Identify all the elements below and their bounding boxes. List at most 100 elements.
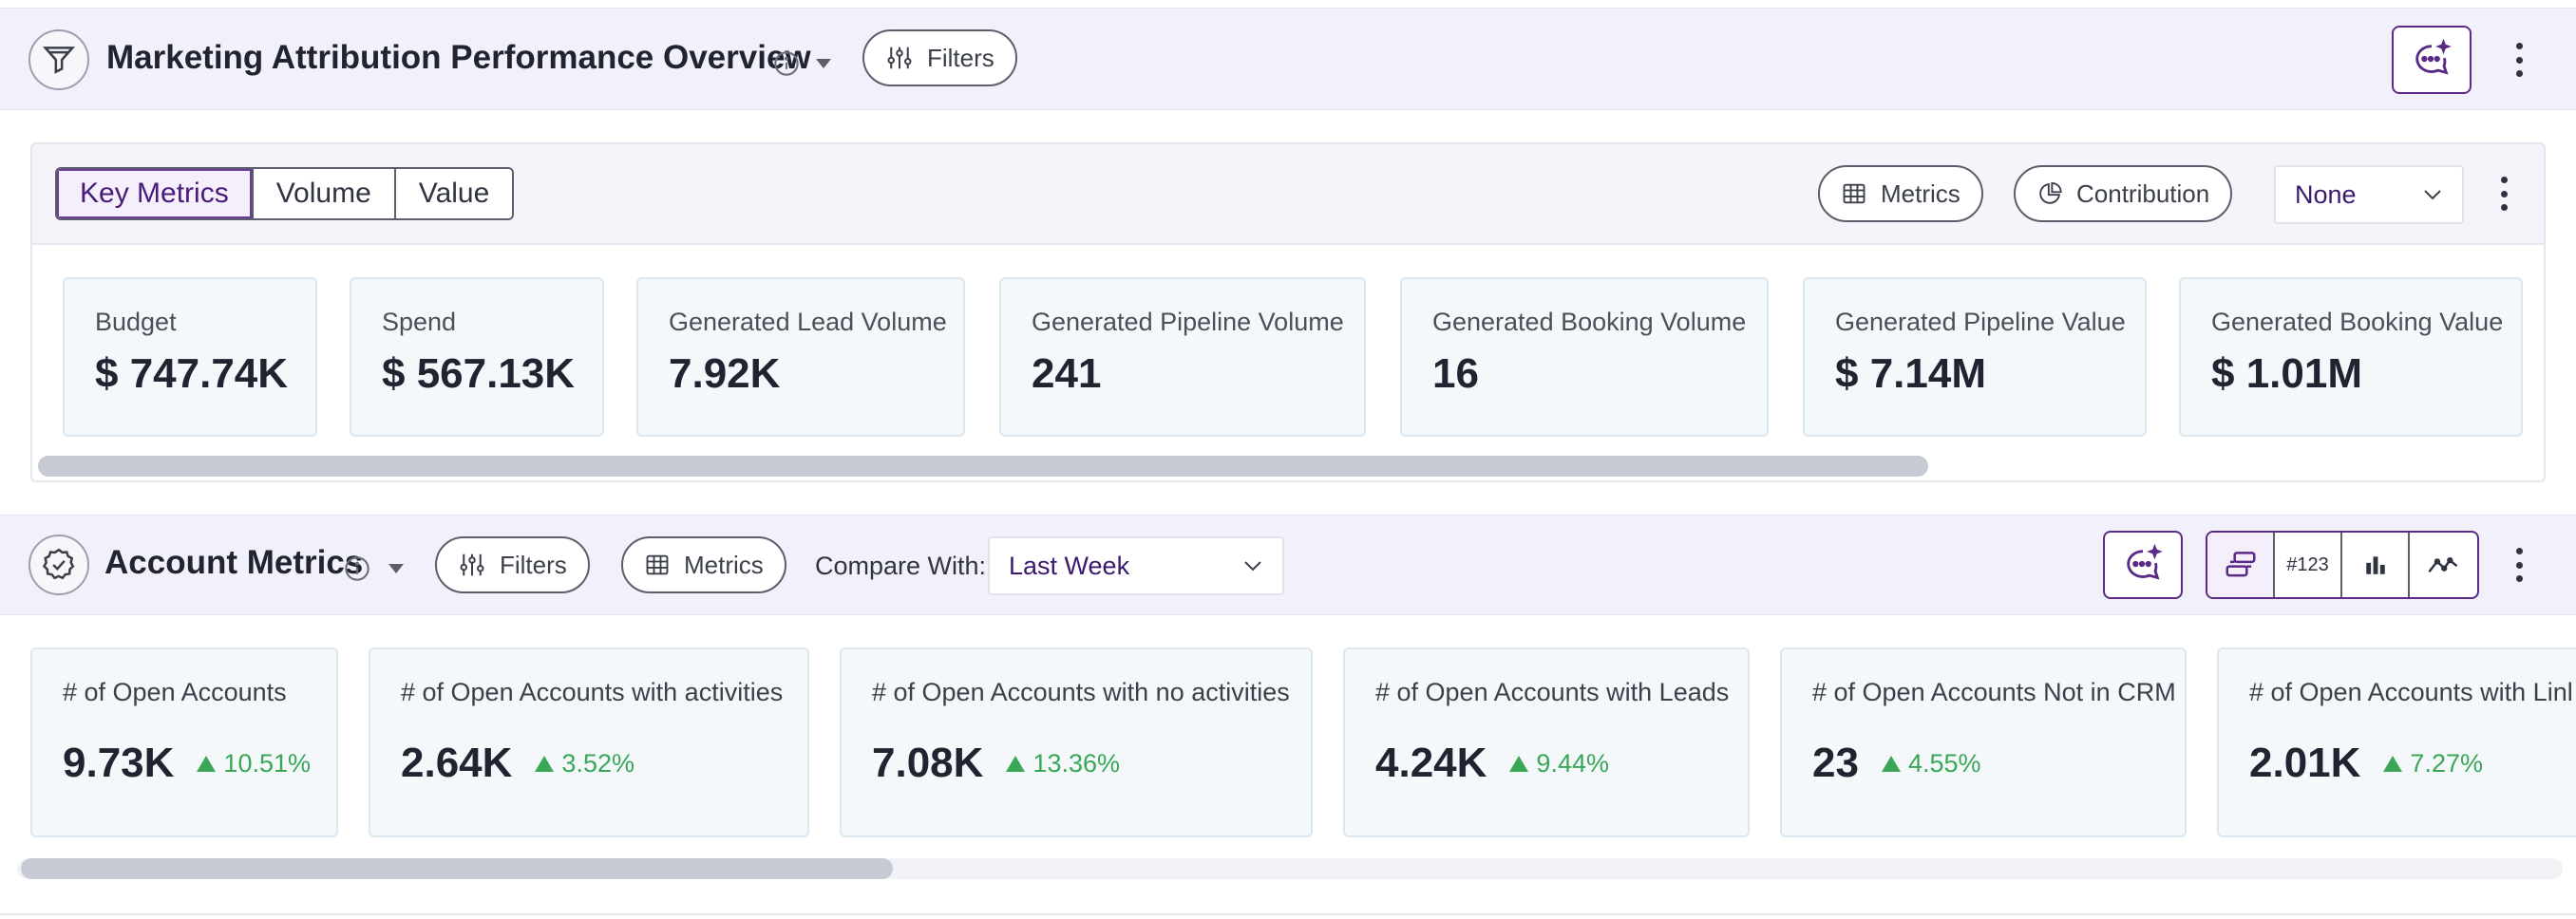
- card-value: 7.92K: [669, 350, 781, 397]
- info-icon[interactable]: [773, 50, 800, 77]
- caret-down-icon[interactable]: [388, 563, 405, 574]
- metric-card-booking-value: Generated Booking Value $ 1.01M: [2179, 277, 2523, 437]
- card-value: 23: [1812, 740, 1859, 786]
- account-card-no-activities: # of Open Accounts with no activities 7.…: [840, 647, 1313, 837]
- panel-toolbar: Key Metrics Volume Value Metrics Contrib…: [32, 144, 2544, 245]
- card-view-icon[interactable]: [2207, 533, 2275, 597]
- panel-more-options-icon[interactable]: [2492, 171, 2515, 216]
- contribution-button[interactable]: Contribution: [2014, 165, 2233, 222]
- tab-value[interactable]: Value: [395, 169, 513, 218]
- compare-with-select[interactable]: Last Week: [988, 536, 1284, 595]
- filters-button[interactable]: Filters: [862, 29, 1017, 86]
- account-card-with-leads: # of Open Accounts with Leads 4.24K 9.44…: [1343, 647, 1750, 837]
- view-tabs: Key Metrics Volume Value: [55, 167, 515, 220]
- card-value: $ 567.13K: [382, 350, 576, 397]
- change-indicator: 9.44%: [1509, 749, 1609, 778]
- more-options-icon[interactable]: [2508, 37, 2530, 83]
- horizontal-scrollbar[interactable]: [21, 858, 893, 879]
- card-label: Spend: [382, 308, 457, 336]
- card-value: 241: [1032, 350, 1102, 397]
- line-chart-icon[interactable]: [2410, 533, 2477, 597]
- card-label: # of Open Accounts Not in CRM: [1812, 678, 2176, 706]
- metrics-label: Metrics: [684, 550, 764, 579]
- metrics-button[interactable]: Metrics: [621, 536, 786, 593]
- card-label: # of Open Accounts with Leads: [1375, 678, 1730, 706]
- card-value: 9.73K: [63, 740, 175, 786]
- horizontal-scrollbar[interactable]: [38, 456, 1928, 477]
- change-indicator: 13.36%: [1006, 749, 1120, 778]
- change-indicator: 3.52%: [535, 749, 635, 778]
- metrics-button[interactable]: Metrics: [1818, 165, 1983, 222]
- compare-with-label: Compare With:: [815, 552, 987, 580]
- card-value: 2.01K: [2249, 740, 2361, 786]
- more-options-icon[interactable]: [2508, 542, 2530, 588]
- tab-volume[interactable]: Volume: [253, 169, 396, 218]
- sliders-icon: [458, 551, 486, 579]
- change-value: 9.44%: [1536, 748, 1609, 778]
- account-card-open-accounts: # of Open Accounts 9.73K 10.51%: [30, 647, 338, 837]
- up-arrow-icon: [1509, 755, 1529, 772]
- contribution-select[interactable]: None: [2274, 165, 2464, 224]
- sliders-icon: [885, 44, 914, 72]
- card-label: # of Open Accounts with no activities: [872, 678, 1290, 706]
- up-arrow-icon: [535, 755, 555, 772]
- card-label: # of Open Accounts with activities: [401, 678, 784, 706]
- ai-chat-button[interactable]: [2103, 531, 2183, 599]
- change-indicator: 7.27%: [2383, 749, 2483, 778]
- filters-label: Filters: [927, 43, 994, 72]
- metric-card-pipeline-volume: Generated Pipeline Volume 241: [999, 277, 1366, 437]
- select-value: Last Week: [1009, 551, 1130, 580]
- card-label: # of Open Accounts with Linl: [2249, 678, 2573, 706]
- up-arrow-icon: [197, 755, 217, 772]
- view-type-toggle: #123: [2206, 531, 2479, 599]
- tab-key-metrics[interactable]: Key Metrics: [57, 169, 254, 218]
- contribution-label: Contribution: [2076, 178, 2210, 208]
- account-card-with-activities: # of Open Accounts with activities 2.64K…: [369, 647, 809, 837]
- caret-down-icon[interactable]: [815, 58, 832, 69]
- filters-label: Filters: [500, 550, 567, 579]
- change-indicator: 10.51%: [197, 749, 311, 778]
- filters-button[interactable]: Filters: [435, 536, 590, 593]
- dashboard-header: Marketing Attribution Performance Overvi…: [0, 8, 2576, 110]
- chevron-down-icon: [1242, 559, 1263, 572]
- pie-chart-icon: [2036, 180, 2063, 207]
- change-value: 4.55%: [1907, 748, 1981, 778]
- bar-chart-icon[interactable]: [2342, 533, 2410, 597]
- card-label: Generated Pipeline Volume: [1032, 308, 1344, 336]
- card-value: $ 7.14M: [1835, 350, 1986, 397]
- metric-card-budget: Budget $ 747.74K: [63, 277, 317, 437]
- info-icon[interactable]: [344, 555, 370, 582]
- ai-chat-icon: [2415, 38, 2452, 75]
- change-indicator: 4.55%: [1881, 748, 1981, 778]
- badge-check-icon: [28, 535, 89, 595]
- up-arrow-icon: [2383, 755, 2403, 772]
- chevron-down-icon: [2422, 188, 2443, 201]
- number-format-button[interactable]: #123: [2275, 533, 2342, 597]
- change-value: 3.52%: [561, 748, 635, 778]
- divider: [0, 913, 2576, 915]
- ai-chat-icon: [2127, 543, 2163, 580]
- card-label: Generated Pipeline Value: [1835, 308, 2126, 336]
- metrics-label: Metrics: [1881, 178, 1960, 208]
- up-arrow-icon: [1006, 755, 1026, 772]
- card-label: Generated Lead Volume: [669, 308, 947, 336]
- up-arrow-icon: [1881, 755, 1901, 772]
- card-value: 2.64K: [401, 740, 513, 786]
- card-value: 7.08K: [872, 740, 984, 786]
- card-value: $ 1.01M: [2211, 350, 2362, 397]
- section-title: Account Metrics: [104, 544, 364, 581]
- account-card-with-linkedin: # of Open Accounts with Linl 2.01K 7.27%: [2217, 647, 2576, 837]
- change-value: 10.51%: [223, 748, 311, 778]
- account-metrics-header: Account Metrics Filters Metrics Compare …: [0, 515, 2576, 615]
- card-label: Generated Booking Value: [2211, 308, 2504, 336]
- key-metrics-panel: Key Metrics Volume Value Metrics Contrib…: [30, 142, 2546, 482]
- change-value: 13.36%: [1032, 748, 1120, 778]
- ai-chat-button[interactable]: [2392, 26, 2472, 94]
- account-card-not-in-crm: # of Open Accounts Not in CRM 23 4.55%: [1780, 647, 2187, 837]
- select-value: None: [2295, 179, 2357, 209]
- metric-card-spend: Spend $ 567.13K: [350, 277, 604, 437]
- metric-card-lead-volume: Generated Lead Volume 7.92K: [636, 277, 965, 437]
- funnel-icon: [28, 29, 89, 90]
- metric-card-booking-volume: Generated Booking Volume 16: [1400, 277, 1769, 437]
- table-icon: [1841, 180, 1867, 207]
